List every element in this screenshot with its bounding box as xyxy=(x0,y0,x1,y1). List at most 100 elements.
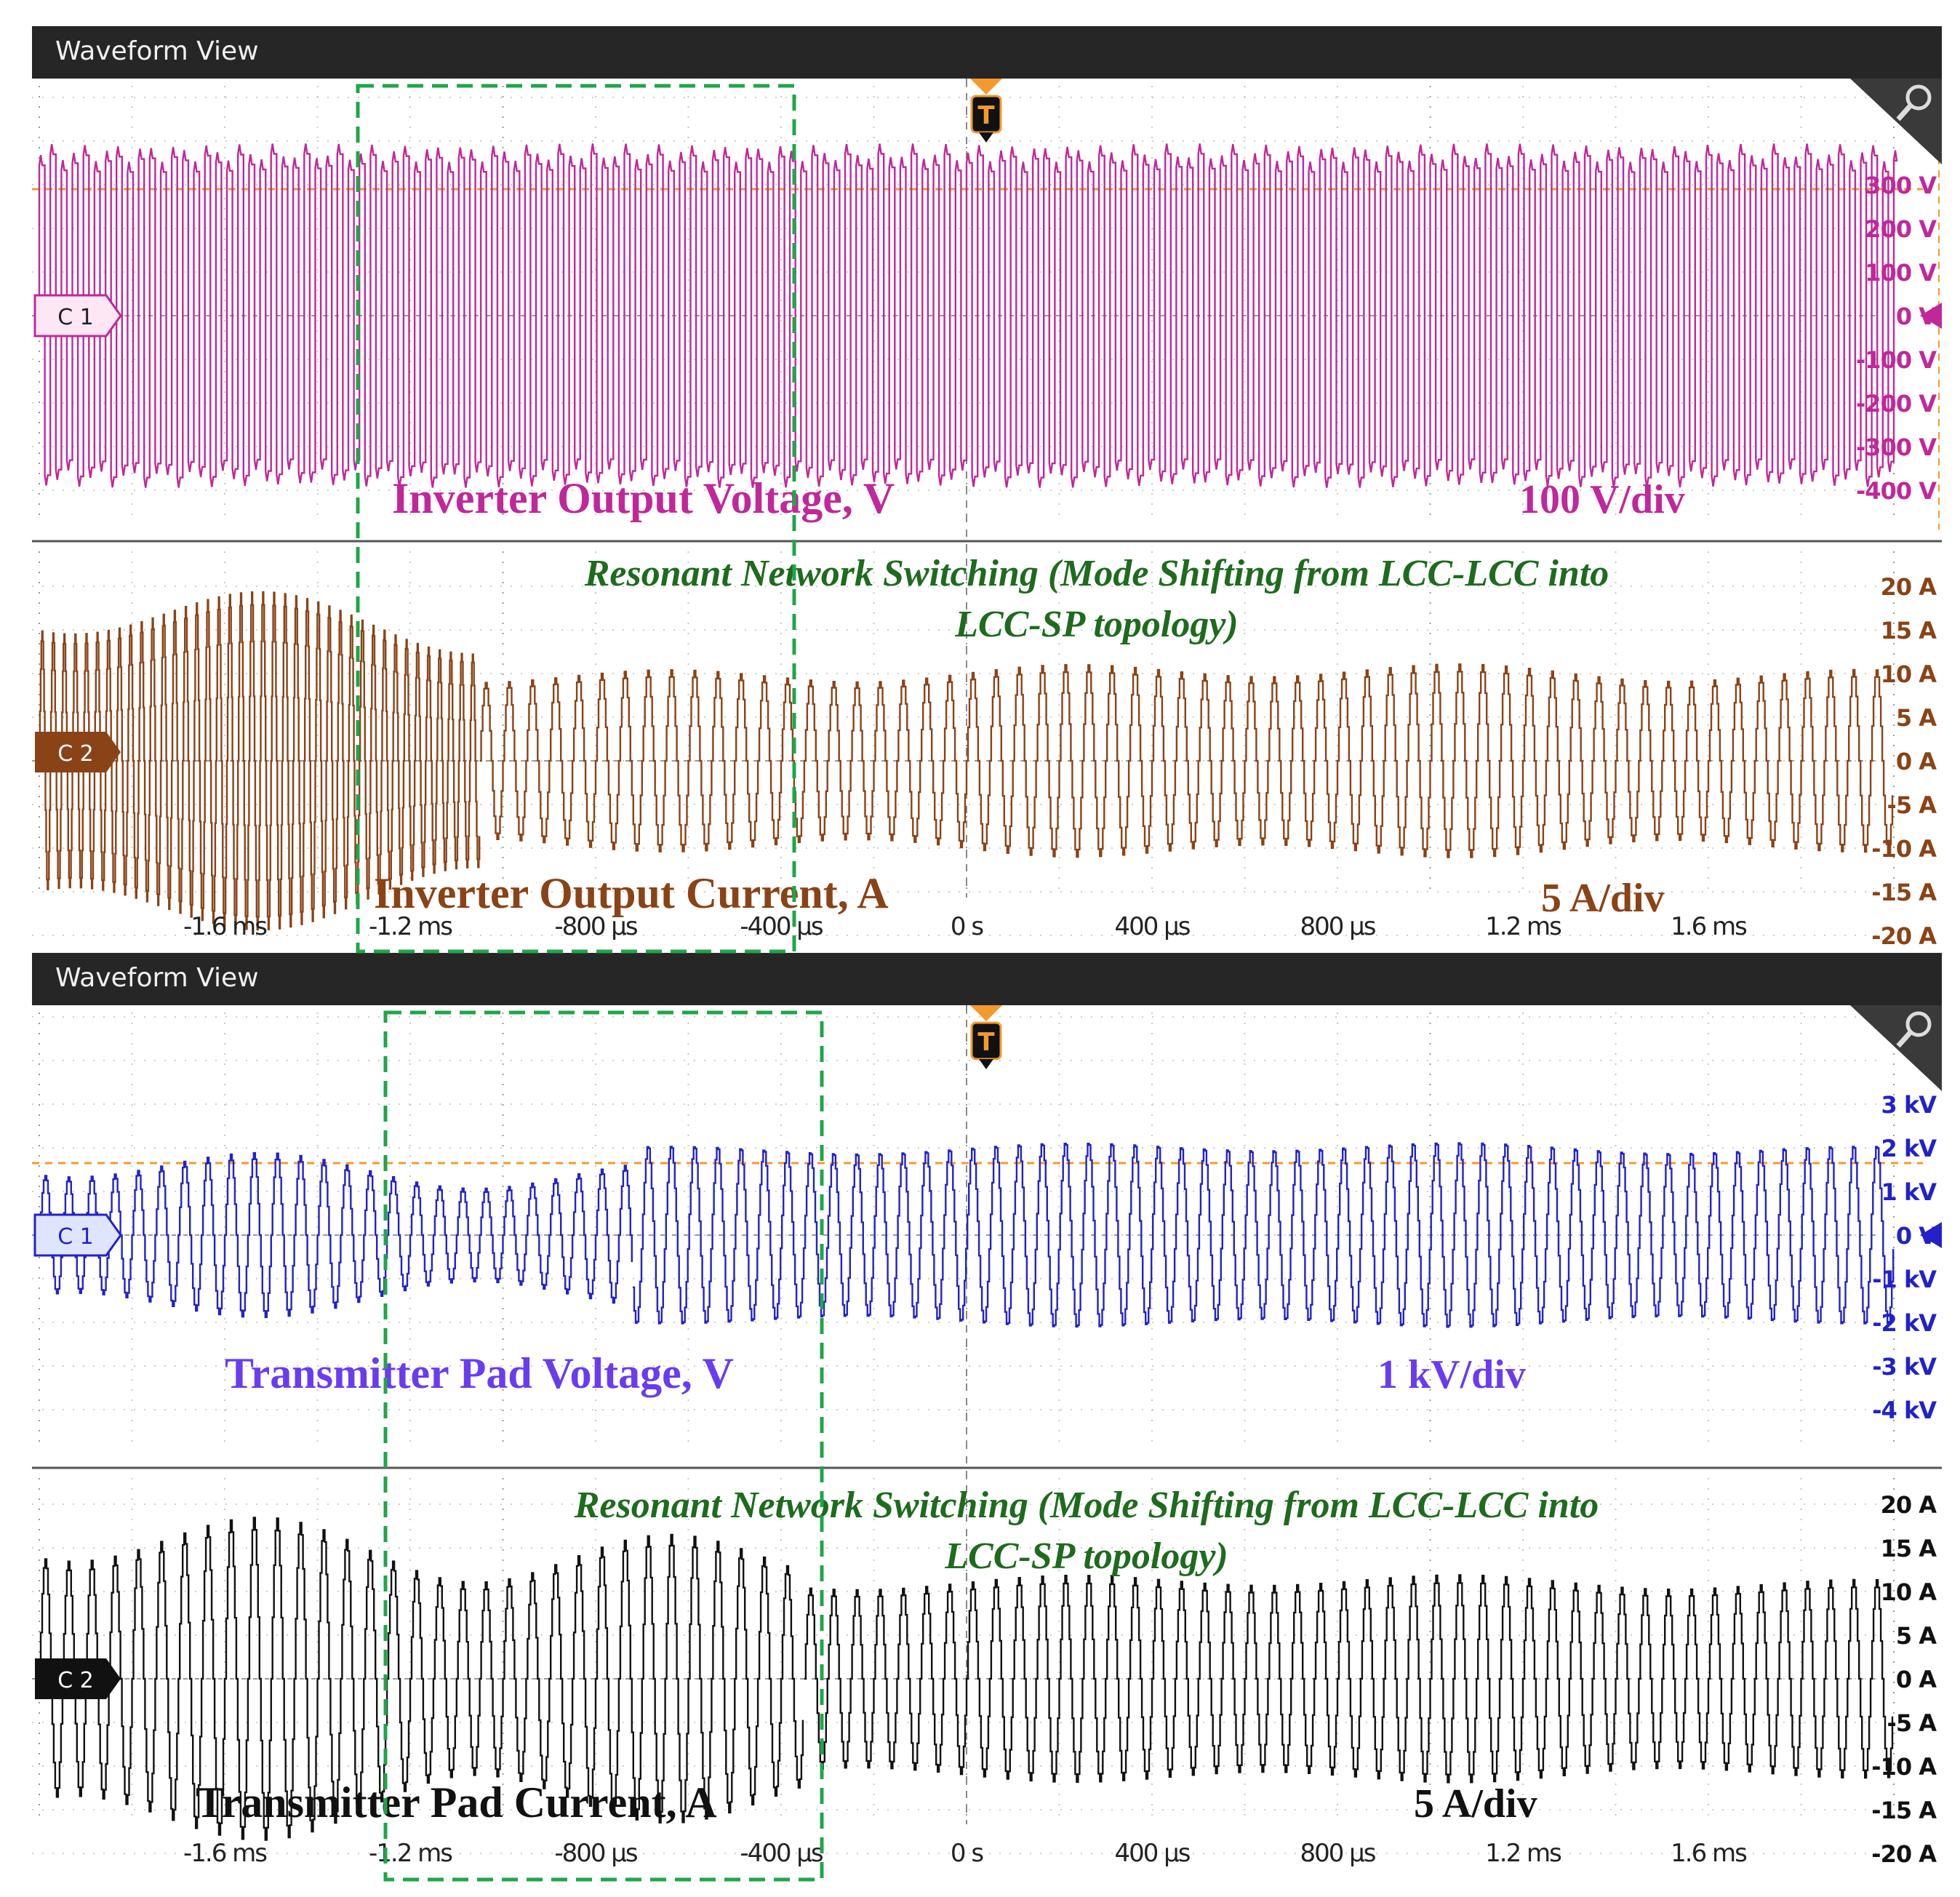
time-tick-label: 1.6 ms xyxy=(1671,1839,1747,1868)
y-tick-label: 10 A xyxy=(1881,660,1937,688)
time-axis-ticks: -1.6 ms -1.2 ms -800 µs -400 µs 0 s 400 µs 800… xyxy=(183,1839,1748,1868)
window-title-bar: Waveform View xyxy=(32,953,1942,1005)
y-tick-label: 5 A xyxy=(1896,704,1937,732)
waveform-screen-top: T C 1 C 2 300 V 200 V 100 V 0 V -100 V -200 V… xyxy=(32,79,1942,948)
switching-region-box-top xyxy=(356,84,796,954)
ch2-title: Inverter Output Current, A xyxy=(374,869,889,917)
waveform-segment xyxy=(479,663,1894,858)
time-tick-label: -1.6 ms xyxy=(183,1839,267,1868)
window-title: Waveform View xyxy=(55,36,259,66)
ch2-badge[interactable]: C 2 xyxy=(35,732,121,772)
inverter-voltage-trace xyxy=(38,143,1898,488)
waveform-segment xyxy=(38,143,1898,488)
y-tick-label: -15 A xyxy=(1871,1797,1937,1824)
y-tick-label: 3 kV xyxy=(1881,1091,1937,1119)
trigger-label: T xyxy=(977,1028,995,1057)
trigger-label: T xyxy=(977,101,995,130)
y-tick-label: 0 V xyxy=(1896,1222,1937,1250)
window-title-bar: Waveform View xyxy=(32,26,1942,79)
ch2-badge-label: C 2 xyxy=(57,1668,94,1693)
y-tick-label: -5 A xyxy=(1887,791,1937,819)
y-tick-label: -20 A xyxy=(1871,1840,1937,1868)
time-tick-label: -1.2 ms xyxy=(369,1839,452,1868)
ch1-scale: 100 V/div xyxy=(1519,477,1685,522)
waveform-segment xyxy=(39,1151,633,1319)
y-tick-label: -200 V xyxy=(1856,390,1937,418)
time-tick-label: -400 µs xyxy=(740,1839,823,1868)
y-tick-label: 5 A xyxy=(1896,1622,1937,1650)
time-tick-label: 800 µs xyxy=(1300,912,1375,941)
zoom-icon[interactable] xyxy=(1850,1005,1942,1091)
pad-current-trace xyxy=(39,1517,1894,1841)
ch2-scale: 5 A/div xyxy=(1414,1781,1537,1826)
switching-note-line2: LCC-SP topology) xyxy=(944,1535,1228,1577)
y-tick-label: 200 V xyxy=(1865,215,1937,243)
zoom-icon[interactable] xyxy=(1850,79,1942,164)
y-tick-label: 10 A xyxy=(1881,1578,1937,1606)
time-tick-label: -1.2 ms xyxy=(369,912,452,941)
y-tick-label: -4 kV xyxy=(1872,1397,1937,1424)
y-tick-label: -100 V xyxy=(1856,346,1937,374)
time-tick-label: 800 µs xyxy=(1300,1839,1375,1868)
ch1-title: Transmitter Pad Voltage, V xyxy=(225,1349,734,1397)
y-tick-label: -5 A xyxy=(1887,1709,1937,1737)
y-tick-label: -400 V xyxy=(1856,477,1937,505)
grid xyxy=(32,1005,1895,1854)
y-tick-label: 20 A xyxy=(1881,573,1937,601)
ch1-badge-label: C 1 xyxy=(57,1224,94,1250)
ch2-title: Transmitter Pad Current, A xyxy=(196,1778,717,1826)
time-tick-label: 400 µs xyxy=(1114,912,1190,941)
y-tick-label: -1 kV xyxy=(1872,1266,1937,1293)
ch2-scale: 5 A/div xyxy=(1541,876,1665,921)
ch1-badge-label: C 1 xyxy=(57,305,94,330)
switching-note-line2: LCC-SP topology) xyxy=(954,604,1239,645)
trigger-marker[interactable]: T xyxy=(970,79,1002,143)
y-tick-label: -10 A xyxy=(1871,835,1937,863)
ch1-badge[interactable]: C 1 xyxy=(33,294,122,338)
y-tick-label: 0 V xyxy=(1896,303,1937,330)
y-tick-label: -10 A xyxy=(1871,1753,1937,1781)
switching-region-box-bottom xyxy=(383,1010,824,1882)
y-tick-label: -300 V xyxy=(1856,434,1937,461)
time-tick-label: -1.6 ms xyxy=(183,912,267,941)
y-tick-label: 1 kV xyxy=(1881,1178,1937,1206)
time-tick-label: 1.2 ms xyxy=(1485,912,1561,941)
y-tick-label: 20 A xyxy=(1881,1491,1937,1519)
ch1-offset-arrow[interactable] xyxy=(1920,303,1942,329)
time-tick-label: 400 µs xyxy=(1114,1839,1190,1868)
y-tick-label: -20 A xyxy=(1871,922,1937,948)
y-tick-label: 100 V xyxy=(1865,259,1937,287)
scope-panel-top: Waveform View T C 1 C 2 xyxy=(32,26,1942,948)
time-tick-label: -800 µs xyxy=(554,1839,638,1868)
time-tick-label: -800 µs xyxy=(554,912,638,941)
y-tick-label: -2 kV xyxy=(1872,1309,1937,1337)
current-axis-ticks: 20 A 15 A 10 A 5 A 0 A -5 A -10 A -15 A -20 A xyxy=(1871,1491,1937,1868)
y-tick-label: -3 kV xyxy=(1872,1353,1937,1381)
pad-voltage-trace xyxy=(39,1142,1895,1328)
switching-note-line1: Resonant Network Switching (Mode Shiftin… xyxy=(584,553,1609,594)
scope-panel-bottom: Waveform View T C 1 C 2 3 kV 2 kV 1 kV 0 V -… xyxy=(32,953,1942,1875)
ch2-badge[interactable]: C 2 xyxy=(35,1658,121,1699)
waveform-segment xyxy=(39,591,481,931)
y-tick-label: 15 A xyxy=(1881,617,1937,644)
time-tick-label: 1.6 ms xyxy=(1671,912,1747,941)
switching-note-line1: Resonant Network Switching (Mode Shiftin… xyxy=(574,1485,1599,1526)
time-tick-label: 1.2 ms xyxy=(1485,1839,1561,1868)
trigger-marker[interactable]: T xyxy=(970,1005,1002,1069)
waveform-screen-bottom: T C 1 C 2 3 kV 2 kV 1 kV 0 V -1 kV -2 kV -3 kV… xyxy=(32,1005,1942,1868)
ch2-badge-label: C 2 xyxy=(57,741,94,767)
ch1-badge[interactable]: C 1 xyxy=(33,1213,122,1257)
y-tick-label: 0 A xyxy=(1896,748,1937,775)
voltage-axis-ticks: 300 V 200 V 100 V 0 V -100 V -200 V -300 V -400… xyxy=(1856,172,1937,505)
time-tick-label: 0 s xyxy=(951,912,983,941)
current-axis-ticks: 20 A 15 A 10 A 5 A 0 A -5 A -10 A -15 A -20 A xyxy=(1871,573,1937,948)
inverter-current-trace xyxy=(39,591,1894,931)
y-tick-label: 15 A xyxy=(1881,1535,1937,1562)
y-tick-label: 0 A xyxy=(1896,1666,1937,1693)
ch1-offset-arrow[interactable] xyxy=(1920,1222,1942,1248)
time-axis-ticks: -1.6 ms -1.2 ms -800 µs -400 µs 0 s 400 µs 800… xyxy=(183,912,1748,941)
time-tick-label: 0 s xyxy=(951,1839,983,1868)
window-title: Waveform View xyxy=(55,963,259,993)
ch1-title: Inverter Output Voltage, V xyxy=(392,474,895,522)
